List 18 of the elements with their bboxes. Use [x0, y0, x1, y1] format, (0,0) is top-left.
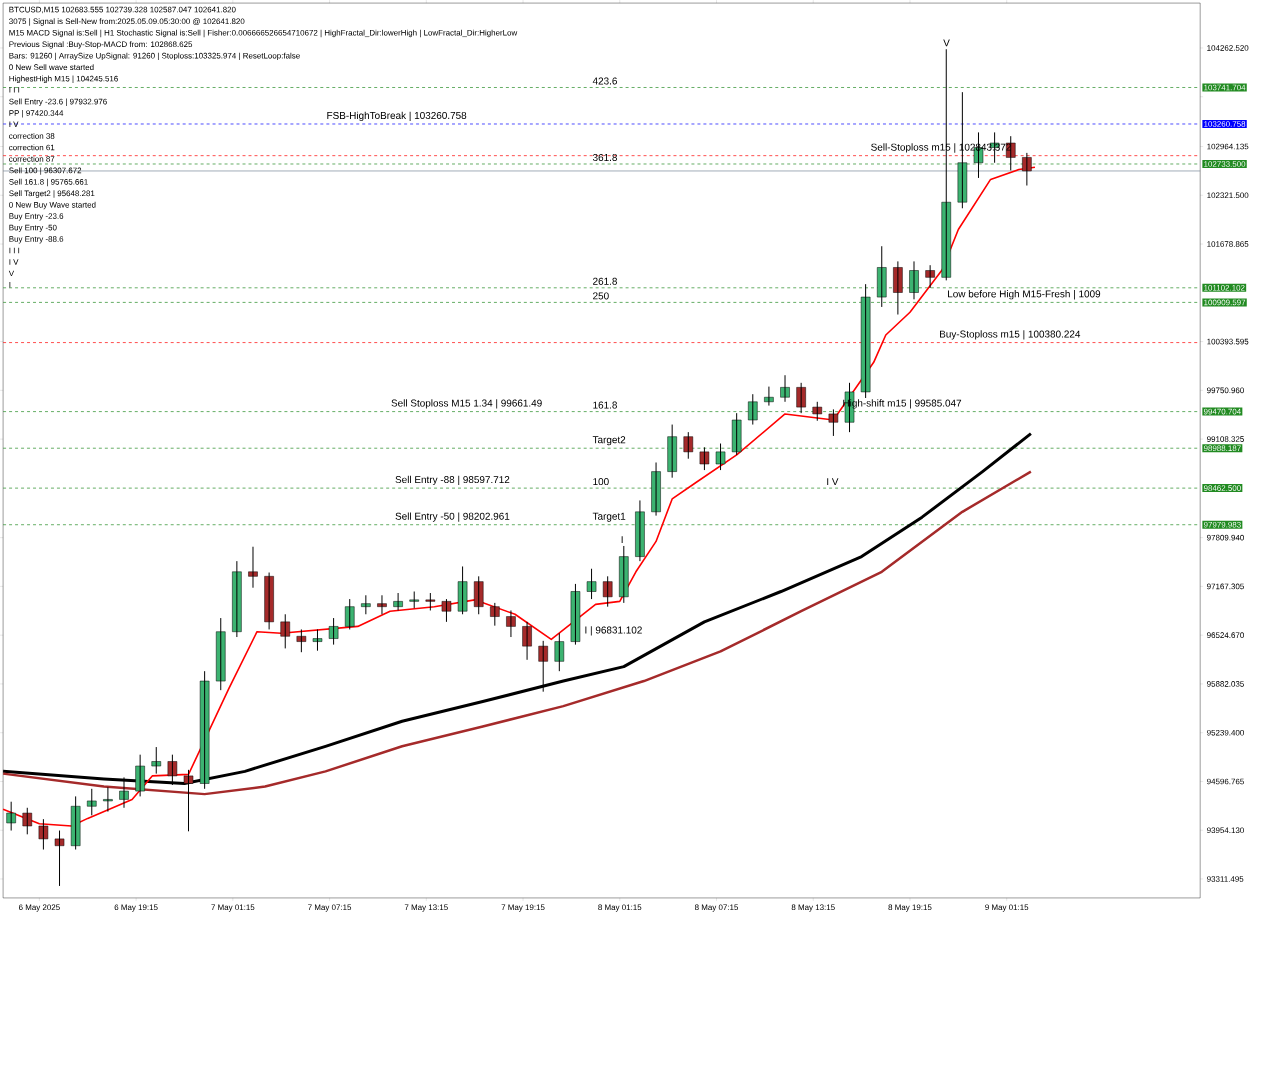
- annotation: I | 96831.102: [585, 626, 642, 636]
- annotation: 361.8: [592, 153, 617, 161]
- annotation: Sell Stoploss M15 1.34 | 99661.49: [391, 399, 542, 409]
- annotation: V: [943, 39, 950, 46]
- annotation: 161.8: [593, 401, 617, 409]
- annotation: Sell Entry -50 | 98202.961: [395, 512, 510, 522]
- annotation: Target1: [592, 512, 626, 522]
- annotation: Target2: [592, 435, 626, 445]
- annotation: I V: [827, 478, 839, 485]
- annotation: FSB-HighToBreak | 103260.758: [327, 111, 467, 121]
- annotation: Sell Entry -88 | 98597.712: [395, 475, 510, 485]
- annotation: 100: [593, 477, 609, 485]
- annotation: Low before High M15-Fresh | 1009: [948, 289, 1101, 300]
- annotation: 423.6: [592, 77, 617, 85]
- annotation: 261.8: [593, 277, 617, 285]
- annotation: 250: [593, 292, 609, 300]
- annotation: Buy-Stoploss m15 | 100380.224: [940, 330, 1081, 340]
- annotation: I: [621, 535, 623, 543]
